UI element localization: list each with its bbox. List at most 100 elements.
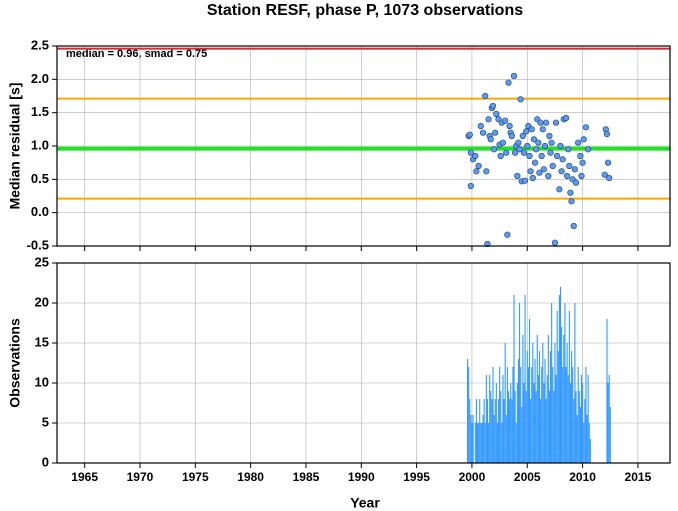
- bar: [504, 343, 506, 463]
- y-tick-label: -0.5: [27, 237, 49, 252]
- point: [483, 168, 490, 175]
- bar: [557, 351, 559, 463]
- point: [558, 168, 565, 175]
- bar: [537, 375, 539, 463]
- bar: [544, 359, 546, 463]
- bar: [476, 423, 479, 463]
- y-tick-label: 20: [35, 294, 49, 309]
- bar: [496, 423, 498, 463]
- bar: [532, 343, 534, 463]
- point: [568, 198, 575, 205]
- bar: [524, 295, 526, 463]
- bar: [551, 303, 553, 463]
- point: [533, 146, 540, 153]
- bar: [576, 415, 578, 463]
- bar: [553, 391, 555, 463]
- bar: [582, 383, 584, 463]
- point: [502, 117, 509, 124]
- bar: [606, 319, 608, 463]
- bar: [513, 295, 515, 463]
- bar: [561, 327, 563, 463]
- bar: [512, 367, 514, 463]
- y-tick-label: 2.5: [31, 37, 49, 52]
- bar: [503, 399, 505, 463]
- bar: [519, 303, 521, 463]
- bar: [520, 367, 522, 463]
- bar: [547, 335, 549, 463]
- point: [531, 159, 539, 166]
- bar: [555, 375, 557, 463]
- point: [467, 149, 474, 156]
- x-tick-label: 2010: [569, 470, 596, 484]
- point: [519, 132, 526, 140]
- bar: [535, 391, 537, 463]
- bar: [495, 383, 497, 463]
- point: [510, 72, 518, 80]
- point: [492, 129, 499, 136]
- point: [521, 177, 529, 184]
- bar: [521, 407, 523, 463]
- point: [539, 126, 546, 133]
- bar: [575, 391, 577, 463]
- y-tick-label: 1.5: [31, 104, 49, 119]
- bar: [587, 375, 589, 463]
- bar: [571, 351, 573, 463]
- bar: [543, 383, 545, 463]
- point: [541, 142, 549, 150]
- bar: [536, 335, 538, 463]
- bar: [554, 343, 556, 463]
- bar: [566, 343, 568, 463]
- plot-frame: [56, 262, 671, 464]
- bar: [559, 287, 562, 463]
- bar: [533, 383, 535, 463]
- bar: [609, 407, 611, 463]
- bar: [541, 367, 543, 463]
- y-tick-label: 5: [42, 414, 49, 429]
- bar: [470, 415, 472, 463]
- bar: [586, 415, 588, 463]
- point: [601, 171, 608, 178]
- point: [484, 240, 491, 248]
- x-tick-label: 2005: [514, 470, 541, 484]
- bar: [468, 367, 470, 463]
- bar: [492, 367, 494, 463]
- bar: [501, 423, 503, 463]
- point: [546, 132, 553, 140]
- point: [475, 162, 482, 170]
- point: [542, 119, 550, 126]
- bar: [491, 399, 493, 463]
- point: [515, 139, 522, 146]
- bar: [483, 399, 485, 463]
- bar: [578, 391, 580, 463]
- bar: [469, 399, 471, 463]
- bar: [608, 375, 610, 463]
- bar: [479, 399, 481, 463]
- point: [516, 146, 523, 153]
- bar: [507, 391, 510, 463]
- point: [562, 114, 570, 122]
- bar: [528, 319, 531, 463]
- bar: [558, 295, 560, 463]
- y-tick-label: 2.0: [31, 71, 49, 86]
- point: [466, 131, 473, 138]
- point: [473, 168, 480, 175]
- bar: [514, 391, 516, 463]
- bar: [534, 359, 536, 463]
- point: [547, 149, 554, 156]
- point: [499, 139, 507, 146]
- x-tick-label: 1995: [403, 470, 430, 484]
- bar: [522, 335, 524, 463]
- x-tick-label: 1975: [182, 470, 209, 484]
- bar: [567, 375, 569, 463]
- point: [571, 166, 578, 173]
- point: [535, 139, 542, 146]
- y-tick-label: 15: [35, 334, 49, 349]
- bar: [556, 311, 558, 463]
- bar: [493, 415, 495, 463]
- point: [545, 172, 552, 180]
- x-tick-label: 1965: [71, 470, 98, 484]
- bar: [505, 415, 507, 463]
- bar: [502, 375, 504, 463]
- y-axis-label: Observations: [7, 318, 23, 408]
